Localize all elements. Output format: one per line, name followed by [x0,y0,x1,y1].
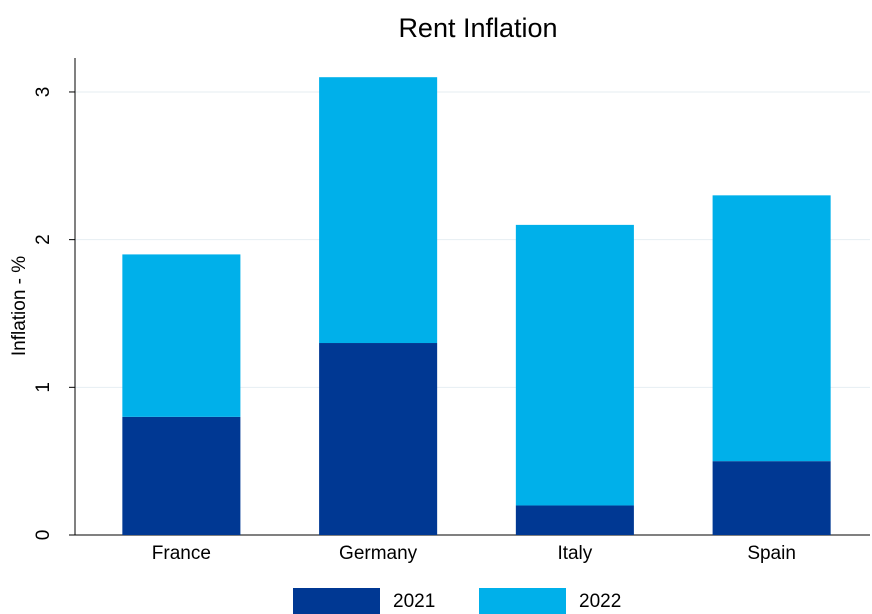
y-tick-label: 2 [33,234,54,245]
bar-segment [515,224,634,506]
bar-segment [122,254,241,417]
x-tick-label: Spain [747,543,796,564]
bar-segment [319,77,438,344]
legend-label: 2021 [393,591,435,612]
y-tick-label: 0 [33,530,54,541]
chart-title: Rent Inflation [398,13,557,43]
x-tick-label: France [152,543,211,564]
y-tick-label: 3 [33,87,54,98]
bar-segment [515,505,634,535]
bar-segment [712,461,831,535]
bar-segment [319,343,438,535]
x-tick-label: Germany [339,543,418,564]
bar-segment [712,195,831,462]
y-axis-label: Inflation - % [9,256,30,356]
legend-swatch [293,588,380,614]
legend-swatch [479,588,566,614]
bar-segment [122,416,241,535]
x-tick-label: Italy [557,543,592,564]
y-tick-label: 1 [33,382,54,393]
legend-label: 2022 [579,591,621,612]
